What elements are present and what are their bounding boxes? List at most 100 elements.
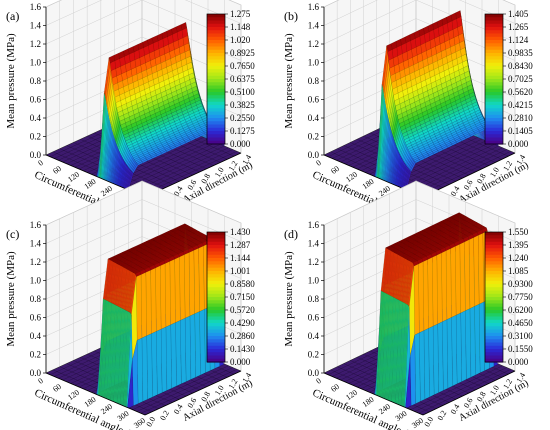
- colorbar-label: 1.550: [508, 227, 529, 237]
- colorbar-segment: [207, 88, 225, 93]
- colorbar-segment: [207, 358, 225, 363]
- colorbar-segment: [207, 85, 225, 90]
- colorbar-segment: [485, 134, 503, 139]
- y-tick-label: 0.6: [186, 396, 199, 409]
- z-axis-title: Mean pressure (MPa): [283, 33, 295, 129]
- z-tick-label: 1.2: [30, 39, 41, 49]
- colorbar-label: 1.144: [230, 253, 251, 263]
- colorbar-label: 0.7650: [230, 61, 255, 71]
- colorbar-segment: [207, 345, 225, 350]
- colorbar-segment: [485, 17, 503, 22]
- colorbar-segment: [207, 79, 225, 83]
- colorbar-label: 0.1275: [230, 126, 255, 136]
- y-tick-label: 1.4: [514, 153, 527, 166]
- colorbar-label: 0.9300: [508, 279, 533, 289]
- colorbar-segment: [207, 140, 225, 145]
- surface-cell: [194, 311, 201, 378]
- colorbar-segment: [207, 235, 225, 240]
- colorbar-segment: [207, 332, 225, 337]
- y-tick-label: 0.4: [172, 403, 185, 416]
- colorbar-segment: [207, 316, 225, 321]
- surface-cell: [465, 135, 472, 140]
- surface-cell: [419, 157, 426, 162]
- colorbar-segment: [485, 118, 503, 122]
- z-tick-label: 0.2: [30, 350, 41, 360]
- panel-label: (d): [284, 227, 298, 241]
- z-tick-label: 1.4: [30, 21, 42, 31]
- y-tick-label: 0.0: [144, 415, 157, 428]
- colorbar-segment: [207, 342, 225, 347]
- colorbar-segment: [207, 114, 225, 119]
- colorbar-segment: [485, 114, 503, 119]
- x-tick-label: 180: [83, 177, 98, 191]
- colorbar-segment: [207, 118, 225, 122]
- colorbar-label: 1.020: [230, 35, 251, 45]
- colorbar-segment: [207, 306, 225, 311]
- surface-cell: [414, 159, 421, 164]
- colorbar-segment: [485, 92, 503, 96]
- colorbar-label: 0.7750: [508, 292, 533, 302]
- surface-cell: [180, 318, 187, 384]
- colorbar-segment: [485, 66, 503, 70]
- z-tick-label: 0.2: [308, 350, 319, 360]
- y-tick-label: 1.0: [488, 166, 501, 179]
- colorbar-segment: [207, 271, 225, 275]
- x-tick-label: 180: [83, 395, 98, 409]
- colorbar-label: 1.085: [508, 266, 529, 276]
- z-tick-label: 1.0: [30, 276, 42, 286]
- surface-cell: [189, 137, 196, 142]
- x-tick-label: 240: [377, 402, 392, 416]
- colorbar-segment: [207, 72, 225, 77]
- y-tick-label: 0.6: [462, 178, 475, 191]
- colorbar-segment: [207, 98, 225, 103]
- z-tick-label: 0.8: [30, 294, 42, 304]
- colorbar-segment: [207, 264, 225, 269]
- y-axis-line: [422, 152, 516, 198]
- colorbar-segment: [485, 111, 503, 116]
- colorbar-segment: [207, 303, 225, 308]
- colorbar: 1.550 1.395 1.240 1.085 0.9300 0.7750 0.6200 0.…: [484, 227, 533, 367]
- colorbar-segment: [207, 284, 225, 288]
- surface-cell: [199, 309, 206, 376]
- surface-cell: [146, 157, 153, 161]
- z-tick-label: 0.2: [308, 132, 319, 142]
- colorbar-segment: [207, 297, 225, 301]
- surface-cell: [136, 161, 144, 166]
- colorbar-label: 0.8925: [230, 48, 255, 58]
- colorbar-label: 0.5100: [230, 87, 255, 97]
- colorbar-segment: [207, 56, 225, 61]
- colorbar-segment: [207, 108, 225, 113]
- colorbar-segment: [207, 105, 225, 109]
- colorbar-segment: [207, 290, 225, 295]
- x-tick-label: 300: [394, 409, 409, 423]
- z-tick-label: 1.0: [308, 58, 320, 68]
- z-tick-label: 1.6: [308, 220, 320, 230]
- z-tick-label: 0.8: [308, 76, 320, 86]
- colorbar-label: 1.405: [508, 9, 529, 19]
- colorbar-segment: [207, 248, 225, 253]
- colorbar-segment: [485, 131, 503, 135]
- surface-cell: [180, 141, 187, 146]
- colorbar-segment: [207, 329, 225, 334]
- surface-cell: [184, 139, 192, 144]
- colorbar-segment: [485, 79, 503, 83]
- panel-label: (c): [6, 227, 19, 241]
- colorbar-segment: [207, 355, 225, 360]
- surface-cell: [132, 340, 139, 406]
- colorbar-segment: [207, 319, 225, 324]
- z-axis-title: Mean pressure (MPa): [5, 33, 17, 129]
- x-tick-label: 0: [314, 158, 322, 168]
- colorbar-label: 0.8430: [508, 61, 533, 71]
- surface-cell: [189, 313, 196, 380]
- colorbar-segment: [207, 127, 225, 132]
- panel-label: (a): [6, 9, 19, 23]
- y-tick-label: 1.4: [240, 371, 253, 384]
- z-tick-label: 0.6: [308, 95, 320, 105]
- z-tick-label: 0.4: [30, 331, 42, 341]
- colorbar-segment: [207, 23, 225, 28]
- colorbar-segment: [485, 59, 503, 64]
- z-tick-label: 1.4: [308, 239, 320, 249]
- y-tick-label: 0.0: [422, 415, 435, 428]
- colorbar-segment: [207, 267, 225, 272]
